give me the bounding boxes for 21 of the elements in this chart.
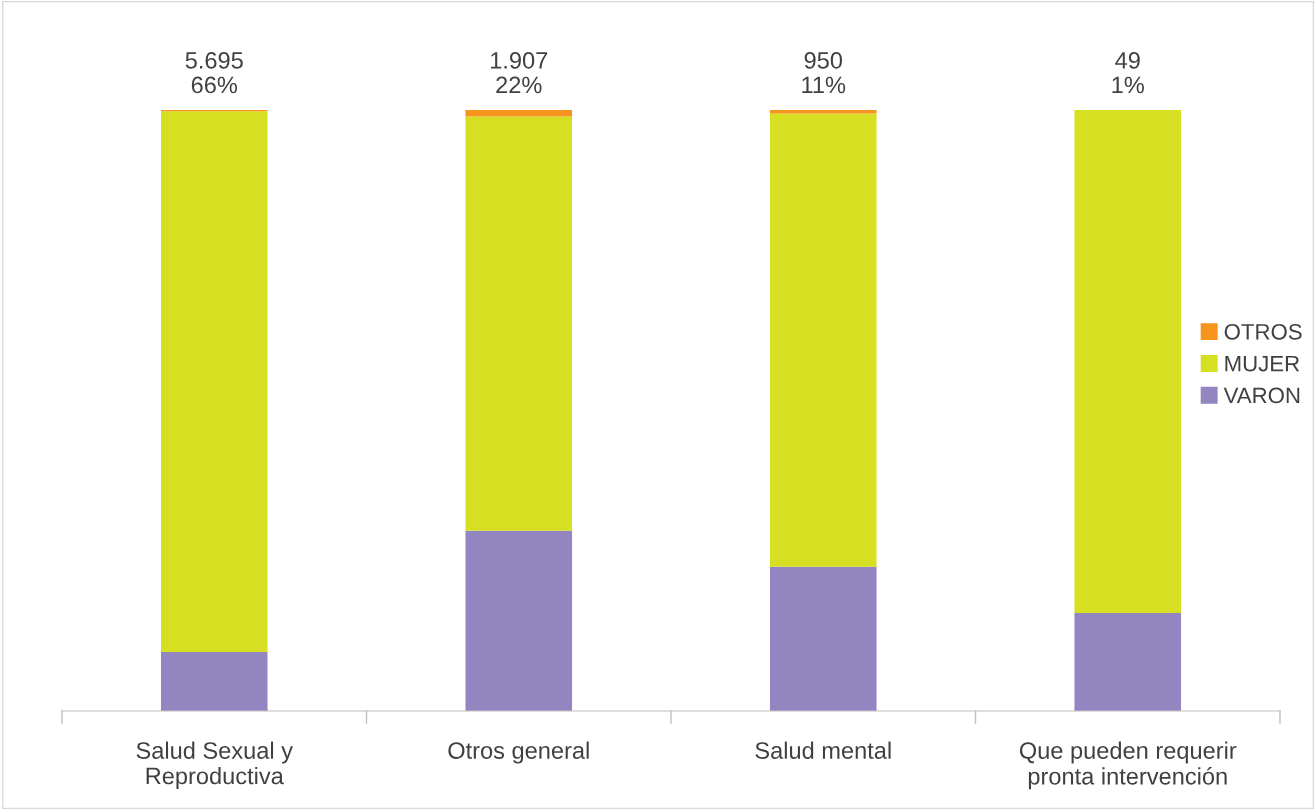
x-tick-label: Salud mental bbox=[755, 741, 891, 759]
total-label: 5.695 66% bbox=[185, 52, 243, 94]
bar bbox=[1074, 613, 1182, 711]
bar bbox=[465, 116, 573, 531]
legend-label: MUJER bbox=[1225, 355, 1300, 372]
bar bbox=[1074, 110, 1182, 614]
x-tick-label: Salud Sexual y Reproductiva bbox=[136, 741, 293, 789]
legend-label: VARON bbox=[1223, 387, 1300, 404]
legend-label: OTROS bbox=[1224, 323, 1302, 340]
total-label: 950 11% bbox=[802, 52, 846, 94]
bar bbox=[160, 652, 268, 711]
bar bbox=[769, 113, 877, 567]
bar bbox=[160, 111, 268, 653]
bar bbox=[465, 530, 573, 711]
x-tick-label: Otros general bbox=[448, 741, 589, 764]
x-tick-label: Que pueden requerir pronta intervención bbox=[1019, 741, 1237, 790]
bar bbox=[769, 110, 877, 114]
total-label: 49 1% bbox=[1112, 52, 1144, 94]
bar bbox=[465, 110, 573, 117]
total-label: 1.907 22% bbox=[491, 52, 548, 94]
bar bbox=[769, 566, 877, 711]
